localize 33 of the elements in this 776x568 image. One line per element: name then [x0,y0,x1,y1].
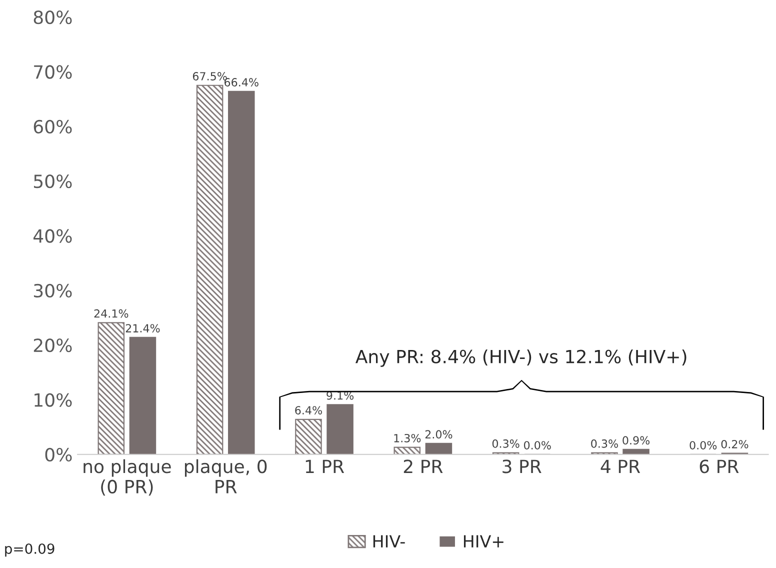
x-tick-label: 4 PR [600,460,640,473]
legend-label: HIV- [373,535,405,548]
data-label: 0.3% [591,439,618,448]
data-label: 0.2% [721,440,748,448]
data-label: 66.4% [224,78,258,86]
text: p=0.09 [5,543,54,557]
data-label: 1.3% [394,434,421,442]
data-label: 24.1% [94,309,128,318]
data-label: 2.0% [425,430,452,439]
y-tick-label: 20% [34,338,72,352]
data-label: 0.3% [492,439,520,448]
x-tick-label: no plaque (0 PR) [84,459,171,496]
legend-label: HIV+ [464,535,504,548]
x-tick-label: plaque, 0 PR [184,459,267,494]
annotation: Any PR: 8.4% (HIV-) vs 12.1% (HIV+) [355,349,686,367]
y-tick-label: 80% [34,10,72,24]
x-tick-label: 1 PR [306,460,344,473]
y-tick-label: 60% [34,120,72,134]
y-tick-label: 30% [34,284,72,298]
data-label: 0.0% [524,441,551,450]
data-label: 0.0% [690,441,717,450]
y-tick-label: 50% [34,174,72,188]
y-tick-label: 70% [34,65,72,79]
y-tick-label: 40% [33,229,72,243]
data-label: 21.4% [126,324,160,332]
x-tick-label: 3 PR [502,460,542,474]
data-label: 67.5% [192,72,227,80]
data-label: 6.4% [295,406,322,414]
x-tick-label: 2 PR [404,460,443,473]
data-label: 0.9% [622,436,650,445]
y-tick-label: 10% [34,393,72,407]
y-tick-label: 0% [45,448,72,462]
x-tick-label: 6 PR [700,460,739,474]
